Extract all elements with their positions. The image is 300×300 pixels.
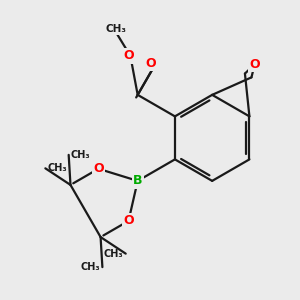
Text: CH₃: CH₃ [104,249,124,259]
Text: O: O [93,162,104,175]
Text: CH₃: CH₃ [47,163,67,173]
Text: CH₃: CH₃ [71,150,90,160]
Text: CH₃: CH₃ [106,24,127,34]
Text: B: B [133,174,142,188]
Text: O: O [123,214,134,227]
Text: O: O [146,57,156,70]
Text: O: O [249,58,260,71]
Text: O: O [123,50,134,62]
Text: CH₃: CH₃ [81,262,100,272]
